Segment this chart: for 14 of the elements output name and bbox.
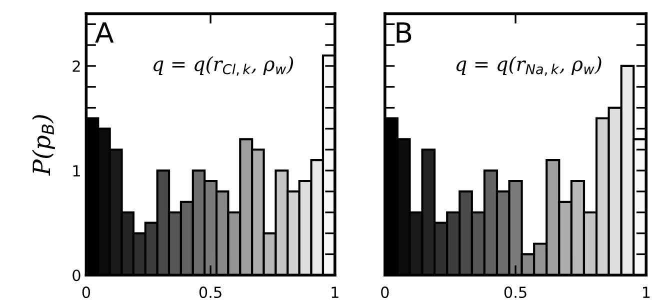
y-tick-label: 0 [72,270,80,282]
x-tick-label: 0 [82,286,90,298]
annotation: q = q(r$_{Cl,k}$, ρ$_{w}$) [153,56,294,76]
x-tick-label: 1 [642,286,650,298]
annotation: q = q(r$_{Na,k}$, ρ$_{w}$) [456,56,602,76]
y-axis-title: P(p$_{B}$) [32,115,55,176]
y-tick-label: 2 [72,60,80,72]
x-tick-label: 1 [332,286,338,298]
x-tick-label: 0.5 [504,286,526,298]
y-tick-label: 1 [73,165,80,176]
annotation: A [95,22,114,43]
x-tick-label: 0 [381,286,389,298]
annotation: B [396,22,412,43]
x-tick-label: 0.5 [199,286,222,298]
